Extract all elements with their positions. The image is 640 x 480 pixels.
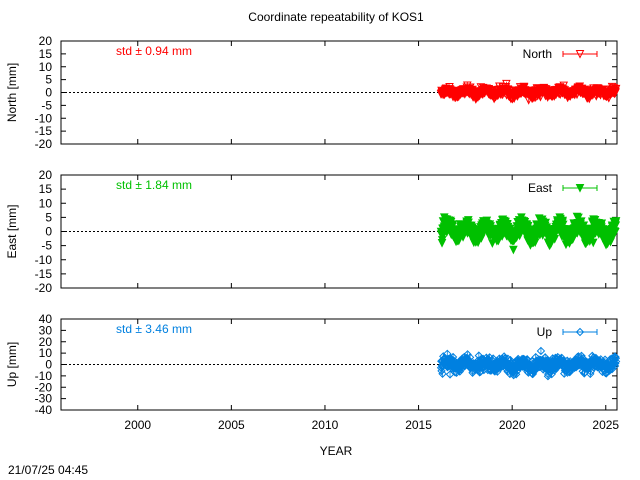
y-tick-label: 40 [39,312,53,326]
legend: North [523,47,598,61]
std-annotation: std ± 1.84 mm [116,178,192,192]
y-tick-label: 10 [39,346,53,360]
y-tick-label: 10 [39,196,53,210]
legend-marker [575,50,585,59]
y-tick-label: -5 [41,98,52,112]
data-point [502,79,511,89]
data-point [448,220,458,230]
data-point [576,217,586,226]
y-tick-label: -15 [35,267,53,281]
y-tick-label: -10 [35,369,53,383]
y-tick-label: -15 [35,124,53,138]
data-point [438,369,447,378]
y-tick-label: 10 [39,60,53,74]
data-point [536,346,546,356]
x-tick-label: 2025 [592,418,619,432]
data-point [541,218,551,228]
data-point [611,352,620,362]
legend-marker [575,327,585,337]
y-tick-label: 30 [39,323,53,337]
data-point [494,236,503,246]
y-tick-label: -5 [41,239,52,253]
timestamp: 21/07/25 04:45 [8,463,88,477]
legend: Up [537,325,598,339]
x-tick-label: 2010 [312,418,339,432]
legend: East [528,181,598,195]
data-point [509,245,518,255]
y-tick-label: 0 [45,358,52,372]
data-point [611,357,621,366]
data-point [588,238,598,248]
y-tick-label: -20 [35,137,53,151]
x-tick-label: 2005 [218,418,245,432]
y-tick-label: 20 [39,168,53,182]
data-point [611,217,621,226]
y-axis-label: North [mm] [5,63,19,122]
x-tick-label: 2020 [499,418,526,432]
data-point [597,219,607,229]
x-axis-title: YEAR [320,444,353,458]
y-tick-label: 5 [45,73,52,87]
y-tick-label: 15 [39,182,53,196]
y-tick-label: -10 [35,253,53,267]
x-tick-label: 2000 [124,418,151,432]
std-annotation: std ± 0.94 mm [116,44,192,58]
y-axis-label: Up [mm] [5,342,19,387]
y-tick-label: 15 [39,47,53,61]
series-north [436,79,621,105]
y-tick-label: -40 [35,403,53,417]
y-tick-label: -20 [35,281,53,295]
chart-title: Coordinate repeatability of KOS1 [248,10,424,24]
legend-label: North [523,47,552,61]
data-point [437,366,446,376]
y-tick-label: -30 [35,392,53,406]
data-point [558,220,568,230]
data-point [559,81,569,91]
data-point [611,84,621,94]
std-annotation: std ± 3.46 mm [116,322,192,336]
series-up [436,346,621,381]
data-point [607,235,616,245]
y-tick-label: -10 [35,111,53,125]
y-tick-label: 0 [45,86,52,100]
y-axis-label: East [mm] [5,204,19,258]
legend-label: East [528,181,553,195]
x-tick-label: 2015 [405,418,432,432]
y-tick-label: -20 [35,380,53,394]
series-east [436,212,621,255]
legend-label: Up [537,325,553,339]
x-axis-labels: 2000 2005 2010 2015 2020 2025 [124,418,619,432]
y-tick-label: 20 [39,34,53,48]
data-point [568,235,578,244]
y-tick-label: 5 [45,210,52,224]
y-tick-label: 20 [39,335,53,349]
y-tick-label: 0 [45,225,52,239]
legend-marker [575,184,585,193]
